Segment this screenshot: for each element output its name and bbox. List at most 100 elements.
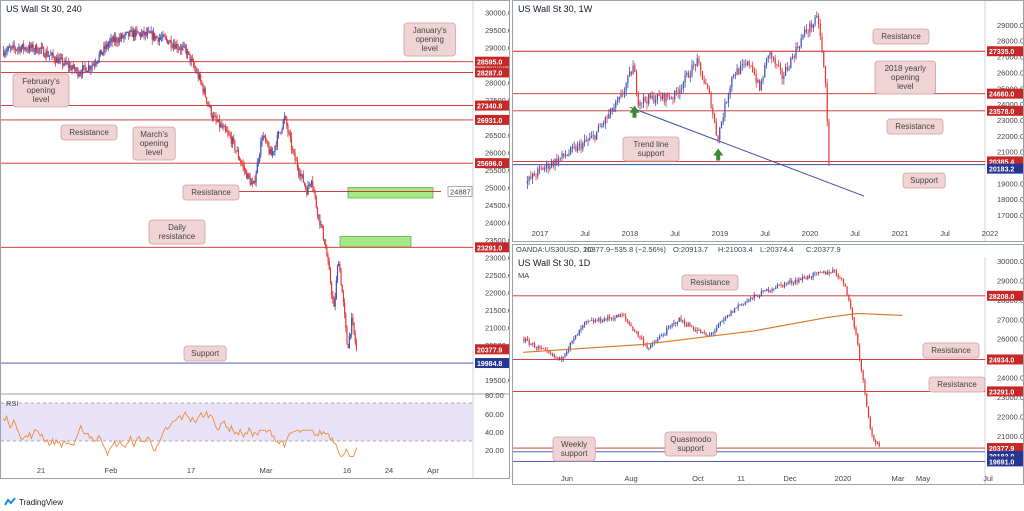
daily-candle <box>683 320 686 325</box>
weekly-candle <box>802 35 804 39</box>
daily-candle <box>876 442 879 444</box>
weekly-candle <box>719 127 721 140</box>
weekly-candle <box>746 61 749 65</box>
weekly-candle <box>561 153 563 158</box>
weekly-price-label-text: 24660.0 <box>989 92 1014 99</box>
daily-annotation-text: Resistance <box>937 380 977 389</box>
weekly-candle <box>627 75 629 84</box>
daily-chart-panel[interactable]: OANDA:US30USD, 1D 20377.9 −535.8 (−2.56%) O… <box>512 244 1024 485</box>
daily-price-label-text: 28208.0 <box>989 294 1014 301</box>
weekly-candle <box>629 71 631 76</box>
weekly-candle <box>630 71 632 75</box>
h4-candle <box>175 43 177 49</box>
h4-candle <box>346 327 348 345</box>
daily-candle <box>685 324 688 327</box>
weekly-candle <box>684 74 686 83</box>
daily-y-tick: 21000.0 <box>997 432 1024 441</box>
h4-candle <box>281 128 283 133</box>
h4-y-tick: 22000.0 <box>485 289 510 298</box>
h4-candle <box>195 68 197 73</box>
weekly-candle <box>566 155 568 157</box>
h4-annotation-bubble <box>183 345 227 362</box>
h4-candle <box>122 34 124 38</box>
daily-candle <box>792 283 795 284</box>
h4-x-tick: Mar <box>260 466 273 475</box>
h4-candle <box>250 182 252 185</box>
h4-candle <box>56 57 58 63</box>
daily-header-last: 20377.9 <box>583 245 610 254</box>
h4-candle <box>218 119 221 127</box>
weekly-up-arrow-icon <box>713 148 724 161</box>
h4-candle <box>91 65 93 68</box>
h4-chart-panel[interactable]: US Wall St 30, 240 30000.0 29500.0 29000.0 2… <box>0 0 510 479</box>
weekly-candle <box>597 126 600 132</box>
weekly-y-tick: 24000.0 <box>997 100 1024 109</box>
daily-candle <box>614 317 616 320</box>
h4-chart-svg[interactable]: US Wall St 30, 240 30000.0 29500.0 29000.0 2… <box>1 1 510 479</box>
weekly-candle <box>601 124 603 127</box>
daily-candle <box>717 323 720 328</box>
weekly-candle <box>580 143 582 150</box>
daily-header-high: H:21003.4 <box>718 245 753 254</box>
weekly-candle <box>535 176 537 177</box>
daily-candle <box>660 335 663 337</box>
h4-candle <box>262 135 264 140</box>
daily-candle <box>637 331 639 337</box>
daily-candle <box>755 294 757 296</box>
h4-candle <box>353 322 355 334</box>
weekly-candle <box>655 100 657 103</box>
h4-candle <box>98 54 100 61</box>
h4-candle <box>30 44 32 49</box>
weekly-candle <box>784 67 787 76</box>
h4-candle <box>152 32 155 40</box>
daily-candle <box>541 348 543 349</box>
h4-candle <box>59 57 61 59</box>
daily-candle <box>860 359 862 371</box>
weekly-candle <box>824 66 827 84</box>
daily-candle <box>642 338 645 345</box>
weekly-candle <box>717 135 719 140</box>
daily-candle <box>869 417 871 429</box>
h4-candle <box>72 64 74 69</box>
h4-candle <box>174 44 176 49</box>
h4-candle <box>244 170 247 171</box>
h4-candle <box>34 45 37 51</box>
weekly-candle <box>694 64 697 66</box>
h4-candle <box>25 47 27 50</box>
h4-candle <box>6 49 8 52</box>
h4-candle <box>263 135 265 137</box>
daily-candle <box>523 338 525 342</box>
h4-candle <box>69 65 71 68</box>
h4-candle <box>241 162 243 165</box>
h4-candle <box>234 140 236 151</box>
weekly-candle <box>568 153 570 156</box>
weekly-candle <box>759 79 761 90</box>
daily-candle <box>562 356 564 360</box>
h4-candle <box>32 44 34 51</box>
daily-candle <box>823 271 825 274</box>
daily-candle <box>871 428 873 436</box>
weekly-candle <box>703 79 705 83</box>
weekly-candle <box>667 93 669 98</box>
daily-candle <box>726 315 729 318</box>
h4-candle <box>342 292 345 303</box>
weekly-chart-svg[interactable]: US Wall St 30, 1W 29000.0 28000.0 27000.0 26… <box>513 1 1024 242</box>
weekly-candle <box>741 64 743 66</box>
h4-candle <box>111 38 113 42</box>
h4-x-tick: 17 <box>187 466 195 475</box>
weekly-candle <box>753 71 756 75</box>
h4-candle <box>176 43 178 49</box>
daily-candle <box>808 275 811 278</box>
weekly-candle <box>571 147 574 148</box>
daily-candle <box>575 335 577 339</box>
tradingview-logo[interactable]: TradingView <box>4 497 63 507</box>
weekly-chart-panel[interactable]: US Wall St 30, 1W 29000.0 28000.0 27000.0 26… <box>512 0 1024 242</box>
h4-candle <box>326 248 328 257</box>
h4-annotation-text: March's <box>140 130 168 139</box>
weekly-candle <box>798 46 801 49</box>
weekly-candle <box>797 46 799 49</box>
weekly-x-tick: Jul <box>580 229 590 238</box>
h4-candle <box>20 47 22 52</box>
h4-candle <box>41 47 44 48</box>
